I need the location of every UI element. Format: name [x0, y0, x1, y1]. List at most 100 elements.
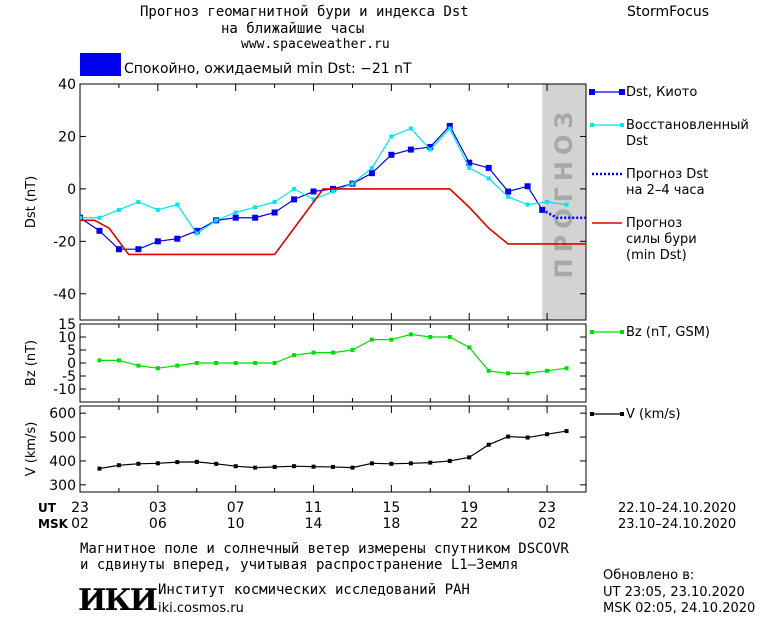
data-point-v [408, 461, 413, 466]
data-point-dst_restored [564, 202, 569, 207]
series-line-dst_restored [80, 127, 567, 235]
x-tick-label-ut: 03 [149, 500, 167, 516]
institute-url[interactable]: iki.cosmos.ru [158, 601, 244, 616]
x-tick-label-msk: 06 [149, 516, 167, 532]
data-point-v [292, 464, 297, 469]
x-tick-label-ut: 23 [71, 500, 89, 516]
data-point-bz [116, 358, 121, 363]
data-point-dst_restored [155, 207, 160, 212]
legend-marker [590, 330, 594, 334]
y-tick-label: 20 [58, 129, 76, 145]
data-point-v [467, 455, 472, 460]
title-line-2: на ближайшие часы [221, 21, 365, 37]
data-point-dst_restored [292, 186, 297, 191]
data-point-bz [214, 361, 219, 365]
data-point-bz [155, 366, 160, 371]
data-point-bz [467, 345, 472, 350]
title-line-1: Прогноз геомагнитной бури и индекса Dst [140, 4, 469, 20]
data-point-dst_restored [545, 200, 550, 204]
data-point-bz [506, 371, 511, 376]
site-url[interactable]: www.spaceweather.ru [241, 37, 390, 52]
data-point-v [272, 464, 277, 469]
institute-name: Институт космических исследований РАН [158, 582, 470, 598]
data-point-dst_kyoto [310, 188, 317, 195]
data-point-dst_restored [350, 181, 355, 186]
msk-date-range: 23.10–24.10.2020 [618, 517, 736, 532]
x-tick-label-ut: 19 [460, 500, 478, 516]
x-tick-label-ut: 11 [305, 500, 323, 516]
data-point-dst_restored [136, 200, 141, 204]
data-point-dst_kyoto [271, 209, 278, 216]
series-group [80, 122, 586, 256]
data-point-dst_restored [97, 215, 102, 220]
data-point-dst_kyoto [232, 214, 239, 221]
legend-label: Прогноз Dst [626, 167, 708, 182]
data-point-dst_kyoto [154, 238, 161, 245]
legend-marker [589, 89, 595, 95]
data-point-bz [369, 337, 374, 342]
data-point-dst_restored [233, 210, 238, 215]
data-point-dst_restored [467, 165, 472, 170]
data-point-bz [136, 363, 141, 368]
data-point-dst_kyoto [174, 235, 181, 242]
data-point-v [369, 461, 374, 466]
series-group [97, 332, 569, 376]
data-point-bz [545, 368, 550, 373]
data-point-v [525, 435, 530, 440]
data-point-dst_kyoto [135, 246, 142, 253]
data-point-v [564, 429, 569, 434]
data-point-dst_kyoto [505, 188, 512, 195]
data-point-bz [233, 361, 238, 365]
data-point-dst_kyoto [524, 183, 531, 190]
data-point-v [155, 461, 160, 466]
data-point-dst_kyoto [388, 151, 395, 158]
data-point-dst_restored [214, 218, 219, 223]
data-point-dst_kyoto [485, 164, 492, 171]
data-point-dst_kyoto [368, 170, 375, 177]
x-tick-label-msk: 14 [305, 516, 323, 532]
data-point-dst_restored [272, 200, 277, 204]
legend-label: силы бури [626, 232, 697, 247]
data-point-bz [175, 363, 180, 368]
series-group [97, 429, 569, 471]
data-point-v [389, 461, 394, 466]
data-point-bz [97, 358, 102, 363]
data-point-v [331, 464, 335, 469]
legend-marker [620, 123, 624, 127]
x-tick-label-msk: 02 [71, 516, 89, 532]
data-point-v [545, 432, 550, 437]
data-point-dst_restored [116, 207, 121, 212]
y-tick-label: -10 [53, 382, 76, 398]
data-point-dst_kyoto [427, 143, 434, 150]
data-point-v [116, 463, 121, 468]
data-point-v [97, 466, 102, 471]
data-point-dst_kyoto [115, 246, 122, 253]
data-point-bz [389, 337, 394, 342]
iki-logo: ИКИ [78, 583, 158, 618]
data-point-bz [292, 353, 297, 358]
data-point-dst_kyoto [466, 159, 473, 166]
x-tick-label-msk: 10 [227, 516, 245, 532]
data-point-v [428, 460, 433, 465]
y-tick-label: 400 [49, 454, 76, 470]
y-axis-label: V (km/s) [24, 422, 39, 477]
data-point-v [136, 461, 141, 466]
x-tick-label-msk: 22 [460, 516, 478, 532]
data-point-dst_restored [389, 134, 394, 139]
data-point-dst_restored [428, 147, 433, 152]
legend-marker [590, 412, 594, 416]
data-point-bz [331, 350, 335, 355]
ut-row-label: UT [38, 501, 57, 515]
y-tick-label: 300 [49, 478, 76, 494]
data-point-v [447, 458, 452, 463]
data-point-dst_kyoto [193, 227, 200, 234]
series-line-dst_kyoto [80, 124, 543, 250]
data-point-v [175, 460, 180, 465]
status-text: Спокойно, ожидаемый min Dst: −21 nT [124, 61, 412, 77]
data-point-dst_restored [253, 205, 258, 210]
ut-date-range: 22.10–24.10.2020 [618, 501, 736, 516]
x-tick-label-msk: 02 [538, 516, 556, 532]
data-point-v [253, 465, 258, 470]
updated-label: Обновлено в: [603, 568, 695, 583]
